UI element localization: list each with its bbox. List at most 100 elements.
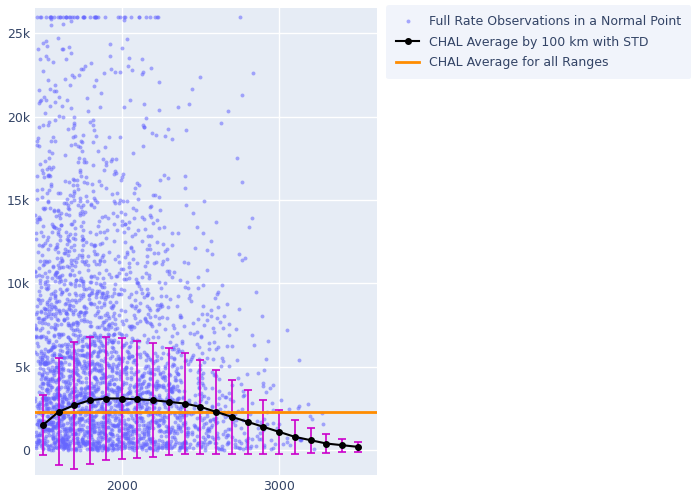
- Full Rate Observations in a Normal Point: [45, 400, 56, 407]
- Full Rate Observations in a Normal Point: [115, 208, 126, 216]
- Full Rate Observations in a Normal Point: [86, 391, 97, 399]
- Full Rate Observations in a Normal Point: [72, 176, 83, 184]
- Full Rate Observations in a Normal Point: [118, 424, 129, 432]
- Full Rate Observations in a Normal Point: [104, 380, 116, 388]
- Full Rate Observations in a Normal Point: [130, 368, 141, 376]
- Full Rate Observations in a Normal Point: [38, 378, 49, 386]
- Full Rate Observations in a Normal Point: [153, 278, 164, 286]
- Full Rate Observations in a Normal Point: [78, 12, 90, 20]
- Full Rate Observations in a Normal Point: [124, 323, 135, 331]
- Full Rate Observations in a Normal Point: [116, 390, 127, 398]
- Full Rate Observations in a Normal Point: [66, 421, 77, 429]
- Full Rate Observations in a Normal Point: [189, 391, 200, 399]
- Full Rate Observations in a Normal Point: [104, 314, 115, 322]
- Full Rate Observations in a Normal Point: [50, 305, 62, 313]
- Full Rate Observations in a Normal Point: [58, 394, 69, 402]
- Full Rate Observations in a Normal Point: [167, 396, 178, 404]
- Full Rate Observations in a Normal Point: [42, 445, 53, 453]
- Full Rate Observations in a Normal Point: [164, 270, 175, 278]
- Full Rate Observations in a Normal Point: [116, 397, 127, 405]
- Full Rate Observations in a Normal Point: [94, 442, 106, 450]
- Full Rate Observations in a Normal Point: [82, 94, 93, 102]
- Full Rate Observations in a Normal Point: [52, 261, 63, 269]
- Full Rate Observations in a Normal Point: [82, 252, 93, 260]
- Full Rate Observations in a Normal Point: [158, 428, 169, 436]
- Full Rate Observations in a Normal Point: [234, 12, 246, 20]
- Full Rate Observations in a Normal Point: [126, 374, 137, 382]
- Full Rate Observations in a Normal Point: [137, 420, 148, 428]
- Full Rate Observations in a Normal Point: [68, 271, 79, 279]
- Full Rate Observations in a Normal Point: [147, 438, 158, 446]
- Full Rate Observations in a Normal Point: [52, 402, 64, 409]
- Full Rate Observations in a Normal Point: [262, 408, 273, 416]
- Full Rate Observations in a Normal Point: [38, 417, 49, 425]
- Full Rate Observations in a Normal Point: [88, 416, 99, 424]
- Full Rate Observations in a Normal Point: [42, 245, 53, 253]
- Full Rate Observations in a Normal Point: [46, 345, 57, 353]
- Full Rate Observations in a Normal Point: [169, 433, 180, 441]
- Full Rate Observations in a Normal Point: [102, 445, 113, 453]
- Full Rate Observations in a Normal Point: [76, 437, 87, 445]
- Full Rate Observations in a Normal Point: [32, 402, 43, 409]
- Full Rate Observations in a Normal Point: [143, 380, 154, 388]
- Full Rate Observations in a Normal Point: [63, 320, 74, 328]
- Full Rate Observations in a Normal Point: [55, 391, 66, 399]
- Full Rate Observations in a Normal Point: [151, 446, 162, 454]
- Full Rate Observations in a Normal Point: [112, 435, 123, 443]
- Full Rate Observations in a Normal Point: [41, 398, 52, 406]
- Full Rate Observations in a Normal Point: [124, 353, 135, 361]
- Full Rate Observations in a Normal Point: [160, 442, 171, 450]
- Full Rate Observations in a Normal Point: [92, 310, 103, 318]
- Full Rate Observations in a Normal Point: [122, 428, 134, 436]
- Full Rate Observations in a Normal Point: [209, 370, 220, 378]
- Full Rate Observations in a Normal Point: [63, 178, 74, 186]
- Full Rate Observations in a Normal Point: [180, 357, 191, 365]
- Full Rate Observations in a Normal Point: [195, 332, 206, 340]
- Full Rate Observations in a Normal Point: [140, 356, 151, 364]
- Full Rate Observations in a Normal Point: [111, 170, 122, 177]
- Full Rate Observations in a Normal Point: [107, 344, 118, 352]
- Full Rate Observations in a Normal Point: [145, 368, 156, 376]
- Full Rate Observations in a Normal Point: [253, 424, 264, 432]
- Full Rate Observations in a Normal Point: [88, 348, 99, 356]
- Full Rate Observations in a Normal Point: [97, 239, 108, 247]
- Full Rate Observations in a Normal Point: [161, 292, 172, 300]
- Full Rate Observations in a Normal Point: [68, 113, 79, 121]
- Full Rate Observations in a Normal Point: [52, 405, 63, 413]
- Full Rate Observations in a Normal Point: [134, 12, 145, 20]
- Full Rate Observations in a Normal Point: [59, 300, 70, 308]
- Full Rate Observations in a Normal Point: [43, 375, 54, 383]
- Full Rate Observations in a Normal Point: [122, 439, 133, 447]
- Full Rate Observations in a Normal Point: [47, 432, 58, 440]
- Full Rate Observations in a Normal Point: [122, 416, 134, 424]
- Full Rate Observations in a Normal Point: [169, 354, 180, 362]
- Full Rate Observations in a Normal Point: [114, 290, 125, 298]
- Full Rate Observations in a Normal Point: [189, 422, 200, 430]
- Full Rate Observations in a Normal Point: [131, 436, 142, 444]
- Full Rate Observations in a Normal Point: [160, 394, 171, 402]
- Full Rate Observations in a Normal Point: [108, 406, 120, 414]
- Full Rate Observations in a Normal Point: [51, 444, 62, 452]
- Full Rate Observations in a Normal Point: [160, 280, 171, 287]
- Full Rate Observations in a Normal Point: [41, 440, 52, 448]
- Full Rate Observations in a Normal Point: [95, 312, 106, 320]
- Full Rate Observations in a Normal Point: [76, 414, 88, 422]
- Full Rate Observations in a Normal Point: [55, 365, 66, 373]
- Full Rate Observations in a Normal Point: [152, 249, 163, 257]
- Full Rate Observations in a Normal Point: [96, 90, 107, 98]
- Full Rate Observations in a Normal Point: [168, 361, 179, 369]
- Full Rate Observations in a Normal Point: [46, 149, 57, 157]
- Full Rate Observations in a Normal Point: [204, 427, 215, 435]
- Full Rate Observations in a Normal Point: [118, 438, 129, 446]
- Full Rate Observations in a Normal Point: [46, 182, 57, 190]
- Full Rate Observations in a Normal Point: [123, 398, 134, 406]
- Full Rate Observations in a Normal Point: [60, 395, 71, 403]
- Full Rate Observations in a Normal Point: [46, 310, 57, 318]
- Full Rate Observations in a Normal Point: [76, 202, 87, 210]
- Full Rate Observations in a Normal Point: [131, 416, 142, 424]
- Full Rate Observations in a Normal Point: [51, 421, 62, 429]
- Full Rate Observations in a Normal Point: [113, 269, 125, 277]
- Full Rate Observations in a Normal Point: [119, 220, 130, 228]
- Full Rate Observations in a Normal Point: [153, 436, 164, 444]
- Full Rate Observations in a Normal Point: [97, 251, 108, 259]
